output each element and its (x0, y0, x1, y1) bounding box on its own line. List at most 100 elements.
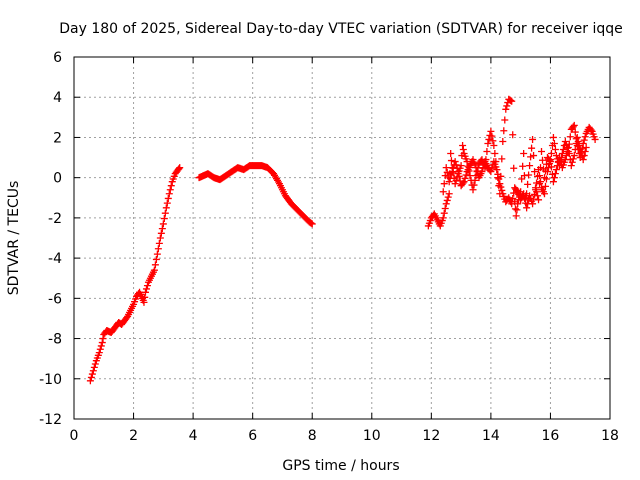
data-point (479, 164, 487, 172)
data-point (473, 167, 481, 175)
x-tick-label: 10 (363, 428, 381, 444)
data-point (462, 171, 470, 179)
data-point (508, 200, 516, 208)
data-point (175, 165, 183, 173)
data-point (164, 194, 172, 202)
data-point (455, 172, 463, 180)
data-point (162, 204, 170, 212)
data-point (499, 137, 507, 145)
data-point (547, 163, 555, 171)
data-point (569, 123, 577, 131)
data-point (551, 146, 559, 154)
x-tick-label: 4 (189, 428, 198, 444)
data-point (439, 188, 447, 196)
x-tick-label: 0 (70, 428, 79, 444)
x-tick-label: 2 (129, 428, 138, 444)
data-point (156, 234, 164, 242)
data-point (519, 162, 527, 170)
data-point (459, 146, 467, 154)
data-point (307, 219, 315, 227)
data-point (556, 157, 564, 165)
data-point (546, 156, 554, 164)
data-point (445, 190, 453, 198)
data-point (443, 196, 451, 204)
data-point (443, 168, 451, 176)
x-tick-labels: 0 2 4 6 8 10 12 14 16 18 (70, 428, 619, 444)
data-point (141, 293, 149, 301)
data-point (142, 285, 150, 293)
data-point (496, 180, 504, 188)
data-point (555, 154, 563, 162)
data-point (86, 377, 94, 385)
data-point (87, 373, 95, 381)
series-segment-4 (439, 133, 590, 212)
data-point (587, 126, 595, 134)
data-point (574, 137, 582, 145)
data-point (152, 255, 160, 263)
data-point (524, 180, 532, 188)
data-point (143, 282, 151, 290)
data-point (484, 139, 492, 147)
data-point (547, 150, 555, 158)
data-point (501, 116, 509, 124)
data-point (489, 137, 497, 145)
data-point (510, 164, 518, 172)
data-point (535, 196, 543, 204)
data-point (445, 178, 453, 186)
data-point (447, 150, 455, 158)
data-point (551, 170, 559, 178)
x-tick-label: 14 (482, 428, 500, 444)
y-tick-label: -10 (39, 372, 62, 388)
data-point (141, 288, 149, 296)
data-point (471, 176, 479, 184)
data-point (155, 239, 163, 247)
grid (74, 57, 610, 419)
data-point (531, 190, 539, 198)
data-point (88, 370, 96, 378)
data-point (591, 135, 599, 143)
data-point (160, 215, 168, 223)
data-point (538, 148, 546, 156)
data-point (157, 229, 165, 237)
y-tick-label: 0 (53, 171, 62, 187)
data-point (99, 335, 107, 343)
data-point (514, 200, 522, 208)
data-point (573, 133, 581, 141)
data-point (498, 186, 506, 194)
plot-frame (73, 56, 611, 420)
data-point (451, 158, 459, 166)
x-tick-label: 8 (308, 428, 317, 444)
data-point (447, 171, 455, 179)
data-point (166, 186, 174, 194)
data-point (550, 139, 558, 147)
data-point (494, 170, 502, 178)
y-tick-labels: -12 -10 -8 -6 -4 -2 0 2 4 6 (39, 50, 62, 428)
data-point (513, 206, 521, 214)
data-point (523, 204, 531, 212)
data-point (488, 164, 496, 172)
data-point (536, 172, 544, 180)
data-point (98, 339, 106, 347)
data-point (558, 150, 566, 158)
data-point (483, 148, 491, 156)
data-point (531, 168, 539, 176)
data-point (459, 179, 467, 187)
data-point (95, 349, 103, 357)
data-point (163, 199, 171, 207)
data-point (96, 345, 104, 353)
data-point (461, 174, 469, 182)
data-point (533, 179, 541, 187)
data-point (478, 168, 486, 176)
y-tick-label: -6 (48, 291, 62, 307)
data-point (530, 195, 538, 203)
data-point (530, 152, 538, 160)
data-point (520, 190, 528, 198)
data-point (552, 166, 560, 174)
data-point (495, 175, 503, 183)
y-tick-label: 6 (53, 50, 62, 66)
data-point (89, 367, 97, 375)
series-segment-2 (195, 162, 316, 228)
data-point (159, 220, 167, 228)
